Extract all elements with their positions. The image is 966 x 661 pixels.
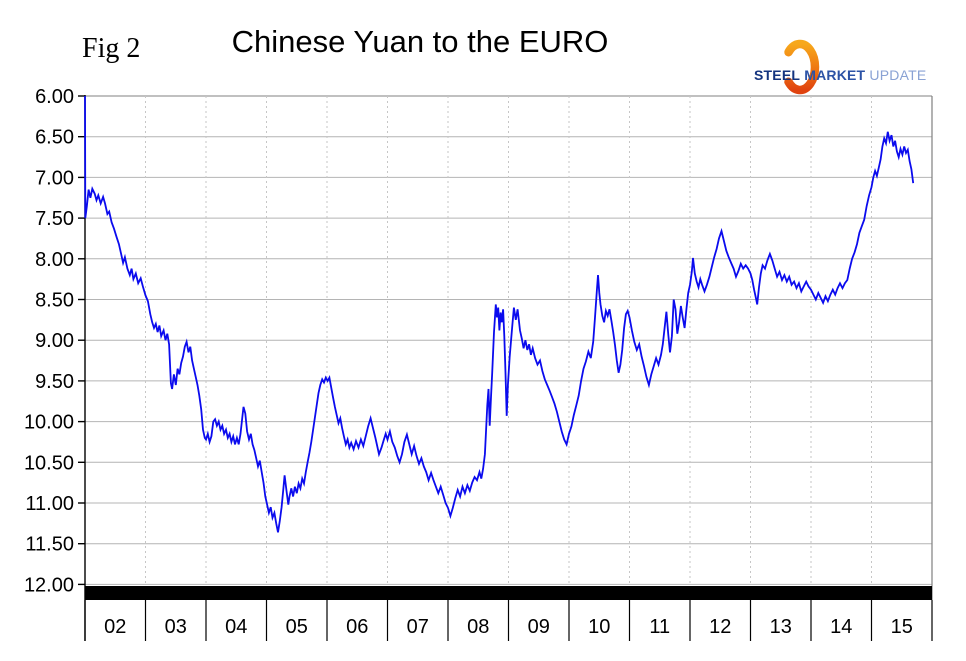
x-tick-label: 10	[588, 616, 610, 638]
logo-word-steel: STEEL	[754, 67, 801, 83]
y-tick-label: 11.50	[25, 534, 74, 556]
logo-text: STEEL MARKET UPDATE	[754, 67, 926, 83]
x-tick-label: 09	[528, 616, 550, 638]
y-tick-label: 12.00	[24, 574, 74, 596]
chart-title: Chinese Yuan to the EURO	[231, 24, 609, 59]
x-tick-label: 08	[467, 616, 489, 638]
x-tick-label: 14	[830, 616, 852, 638]
x-tick-label: 05	[286, 616, 308, 638]
logo-word-update: UPDATE	[869, 67, 927, 83]
y-tick-label: 8.00	[35, 249, 74, 271]
y-tick-label: 6.00	[35, 86, 74, 108]
y-tick-label: 7.00	[35, 167, 74, 189]
x-tick-label: 04	[225, 616, 247, 638]
x-tick-label: 12	[709, 616, 731, 638]
x-tick-label: 15	[891, 616, 913, 638]
y-tick-label: 7.50	[35, 208, 74, 230]
x-tick-label: 03	[165, 616, 187, 638]
y-tick-label: 9.50	[35, 371, 74, 393]
x-tick-label: 06	[346, 616, 368, 638]
exchange-rate-line	[84, 95, 915, 533]
y-tick-label: 10.50	[24, 452, 74, 474]
logo-word-market: MARKET	[804, 67, 866, 83]
y-tick-label: 11.00	[25, 493, 74, 515]
x-tick-label: 07	[407, 616, 429, 638]
x-tick-label: 11	[649, 616, 670, 638]
y-tick-label: 6.50	[35, 127, 74, 149]
crescent-icon	[784, 39, 820, 95]
baseline-bar	[85, 586, 932, 600]
x-tick-label: 13	[770, 616, 792, 638]
figure-number-label: Fig 2	[82, 33, 141, 64]
y-tick-label: 10.00	[24, 412, 74, 434]
x-tick-label: 02	[104, 616, 126, 638]
steel-market-update-logo: STEEL MARKET UPDATE	[754, 36, 929, 95]
y-tick-label: 8.50	[35, 290, 74, 312]
y-tick-label: 9.00	[35, 330, 74, 352]
